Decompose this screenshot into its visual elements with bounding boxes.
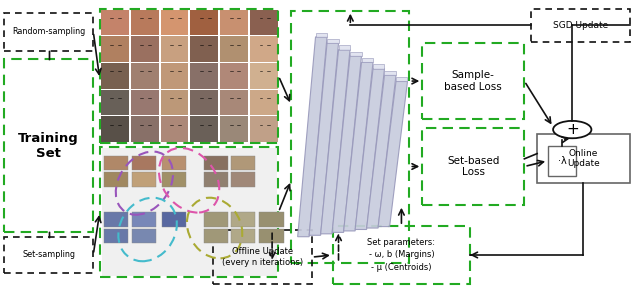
Bar: [100, 9, 278, 143]
Polygon shape: [362, 58, 373, 62]
Polygon shape: [373, 64, 385, 69]
Text: SGD Update: SGD Update: [552, 21, 608, 30]
Text: Online
Update: Online Update: [567, 149, 600, 168]
Polygon shape: [316, 33, 327, 37]
Bar: [220, 116, 248, 142]
Bar: [162, 212, 186, 227]
Bar: [132, 156, 156, 170]
Text: Offline Update
(every n iterations): Offline Update (every n iterations): [221, 247, 303, 267]
Bar: [132, 229, 156, 243]
Text: Training
Set: Training Set: [18, 132, 79, 159]
Bar: [250, 10, 278, 36]
Bar: [220, 90, 248, 115]
Bar: [220, 36, 248, 62]
Bar: [422, 128, 524, 205]
Text: Set parameters:
- ω, b (Margins)
- μ (Centroids): Set parameters: - ω, b (Margins) - μ (Ce…: [367, 238, 435, 272]
Bar: [132, 173, 156, 187]
Bar: [162, 173, 186, 187]
Text: Set-based
Loss: Set-based Loss: [447, 156, 499, 177]
Bar: [190, 116, 218, 142]
Polygon shape: [298, 37, 327, 237]
Polygon shape: [385, 71, 396, 75]
Bar: [537, 134, 630, 183]
Bar: [132, 212, 156, 227]
Bar: [190, 63, 218, 89]
Bar: [230, 156, 255, 170]
Bar: [101, 63, 129, 89]
Bar: [333, 226, 470, 284]
Polygon shape: [339, 45, 350, 50]
Polygon shape: [367, 75, 396, 228]
Bar: [131, 36, 159, 62]
Polygon shape: [321, 50, 350, 234]
Bar: [161, 63, 188, 89]
Bar: [100, 147, 278, 277]
Bar: [101, 116, 129, 142]
Polygon shape: [378, 81, 408, 227]
Bar: [190, 90, 218, 115]
Bar: [161, 10, 188, 36]
Bar: [291, 11, 410, 263]
Bar: [101, 10, 129, 36]
Polygon shape: [355, 69, 385, 230]
Bar: [131, 90, 159, 115]
Bar: [220, 63, 248, 89]
Bar: [230, 212, 255, 227]
Text: ·λ: ·λ: [557, 156, 566, 166]
Bar: [131, 10, 159, 36]
Bar: [104, 173, 129, 187]
Polygon shape: [344, 62, 373, 231]
Polygon shape: [332, 56, 362, 233]
Bar: [212, 230, 312, 284]
Bar: [422, 43, 524, 119]
Bar: [250, 36, 278, 62]
Bar: [161, 90, 188, 115]
Bar: [190, 36, 218, 62]
Bar: [104, 229, 129, 243]
Bar: [102, 148, 276, 276]
Polygon shape: [350, 52, 362, 56]
Circle shape: [553, 121, 591, 138]
Polygon shape: [309, 43, 339, 235]
Bar: [259, 229, 284, 243]
Bar: [104, 212, 129, 227]
Bar: [4, 13, 93, 51]
Bar: [161, 116, 188, 142]
Polygon shape: [396, 77, 408, 81]
Bar: [101, 36, 129, 62]
Bar: [250, 116, 278, 142]
Text: Sample-
based Loss: Sample- based Loss: [444, 70, 502, 92]
Bar: [230, 173, 255, 187]
Bar: [259, 212, 284, 227]
Bar: [204, 229, 228, 243]
Bar: [4, 58, 93, 233]
Text: +: +: [566, 122, 579, 137]
Polygon shape: [327, 39, 339, 43]
Bar: [162, 156, 186, 170]
Bar: [204, 173, 228, 187]
Bar: [161, 36, 188, 62]
Bar: [131, 63, 159, 89]
Bar: [104, 156, 129, 170]
Text: Random-sampling: Random-sampling: [12, 27, 85, 36]
Bar: [204, 156, 228, 170]
Text: Set-sampling: Set-sampling: [22, 250, 75, 259]
Bar: [190, 10, 218, 36]
Bar: [250, 63, 278, 89]
Bar: [531, 8, 630, 42]
Bar: [204, 212, 228, 227]
Bar: [548, 146, 576, 176]
Bar: [250, 90, 278, 115]
Bar: [4, 237, 93, 273]
Bar: [101, 90, 129, 115]
Bar: [230, 229, 255, 243]
Bar: [220, 10, 248, 36]
Bar: [131, 116, 159, 142]
